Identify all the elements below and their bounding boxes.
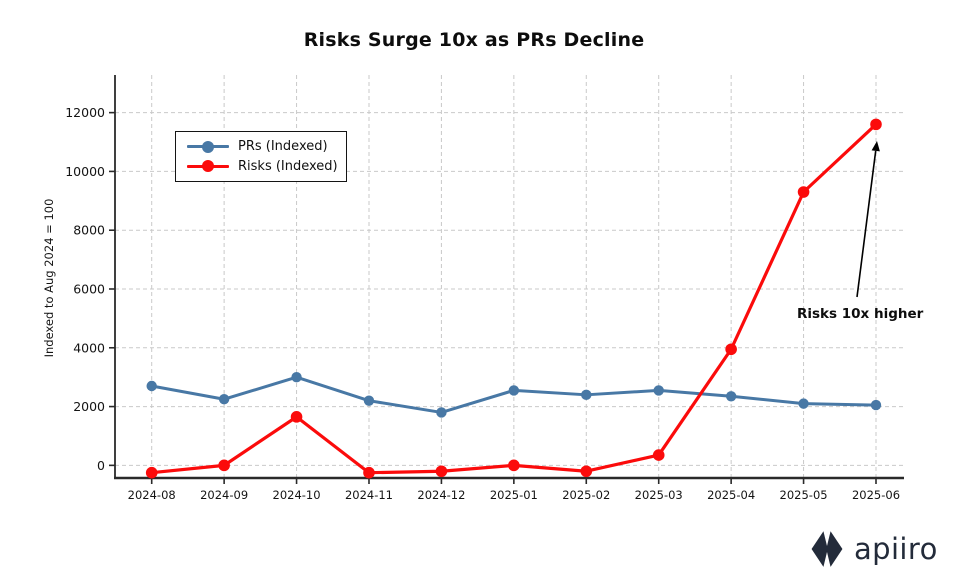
data-point-prs — [291, 371, 302, 383]
data-point-prs — [870, 399, 882, 411]
data-point-risks — [218, 459, 230, 472]
x-tick-label: 2024-11 — [345, 488, 393, 502]
y-tick-label: 10000 — [65, 164, 105, 179]
data-point-prs — [436, 407, 447, 418]
data-point-prs — [363, 395, 375, 406]
annotation-arrow — [856, 150, 877, 298]
data-point-risks — [363, 466, 375, 479]
y-tick-label: 0 — [97, 458, 105, 473]
x-tick-label: 2024-10 — [273, 488, 321, 502]
x-tick-label: 2024-12 — [417, 488, 465, 502]
data-point-risks — [725, 343, 737, 356]
y-tick-label: 2000 — [73, 399, 105, 414]
data-point-prs — [146, 380, 157, 392]
data-point-risks — [145, 466, 158, 479]
x-tick-label: 2025-03 — [635, 488, 683, 502]
data-point-risks — [508, 459, 520, 472]
legend-item-prs: PRs (Indexed) — [187, 139, 336, 154]
apiiro-logo: apiiro — [808, 529, 938, 569]
y-tick-label: 12000 — [65, 105, 105, 120]
data-point-risks — [797, 186, 810, 198]
apiiro-logo-text: apiiro — [854, 532, 938, 566]
x-tick-label: 2024-08 — [128, 488, 176, 502]
risks-line-swatch-icon — [187, 160, 229, 173]
y-tick-label: 8000 — [73, 223, 105, 238]
data-point-prs — [508, 385, 520, 396]
annotation-arrowhead — [871, 141, 880, 152]
annotation-text: Risks 10x higher — [797, 306, 924, 322]
chart-title: Risks Surge 10x as PRs Decline — [303, 29, 645, 51]
y-tick-label: 6000 — [73, 281, 105, 296]
x-tick-label: 2025-04 — [707, 488, 755, 502]
data-point-prs — [218, 394, 230, 405]
data-point-prs — [581, 389, 592, 401]
data-point-prs — [653, 385, 664, 396]
legend-item-risks: Risks (Indexed) — [187, 158, 338, 174]
x-tick-label: 2024-09 — [200, 488, 248, 502]
data-point-risks — [290, 411, 303, 423]
y-tick-label: 4000 — [73, 340, 105, 355]
x-tick-label: 2025-02 — [562, 488, 610, 502]
legend-label-prs: PRs (Indexed) — [238, 139, 328, 155]
prs-line-swatch-icon — [187, 140, 229, 153]
x-tick-label: 2025-06 — [852, 488, 900, 502]
legend: PRs (Indexed) Risks (Indexed) — [175, 131, 347, 182]
data-point-risks — [580, 465, 593, 478]
legend-label-risks: Risks (Indexed) — [238, 158, 338, 174]
data-point-prs — [725, 391, 737, 402]
data-point-risks — [435, 465, 448, 478]
apiiro-diamond-icon — [811, 531, 843, 567]
x-tick-label: 2025-05 — [780, 488, 828, 502]
data-point-prs — [798, 398, 809, 409]
x-tick-label: 2025-01 — [490, 488, 538, 502]
data-point-risks — [652, 449, 665, 461]
data-point-risks — [870, 118, 882, 131]
